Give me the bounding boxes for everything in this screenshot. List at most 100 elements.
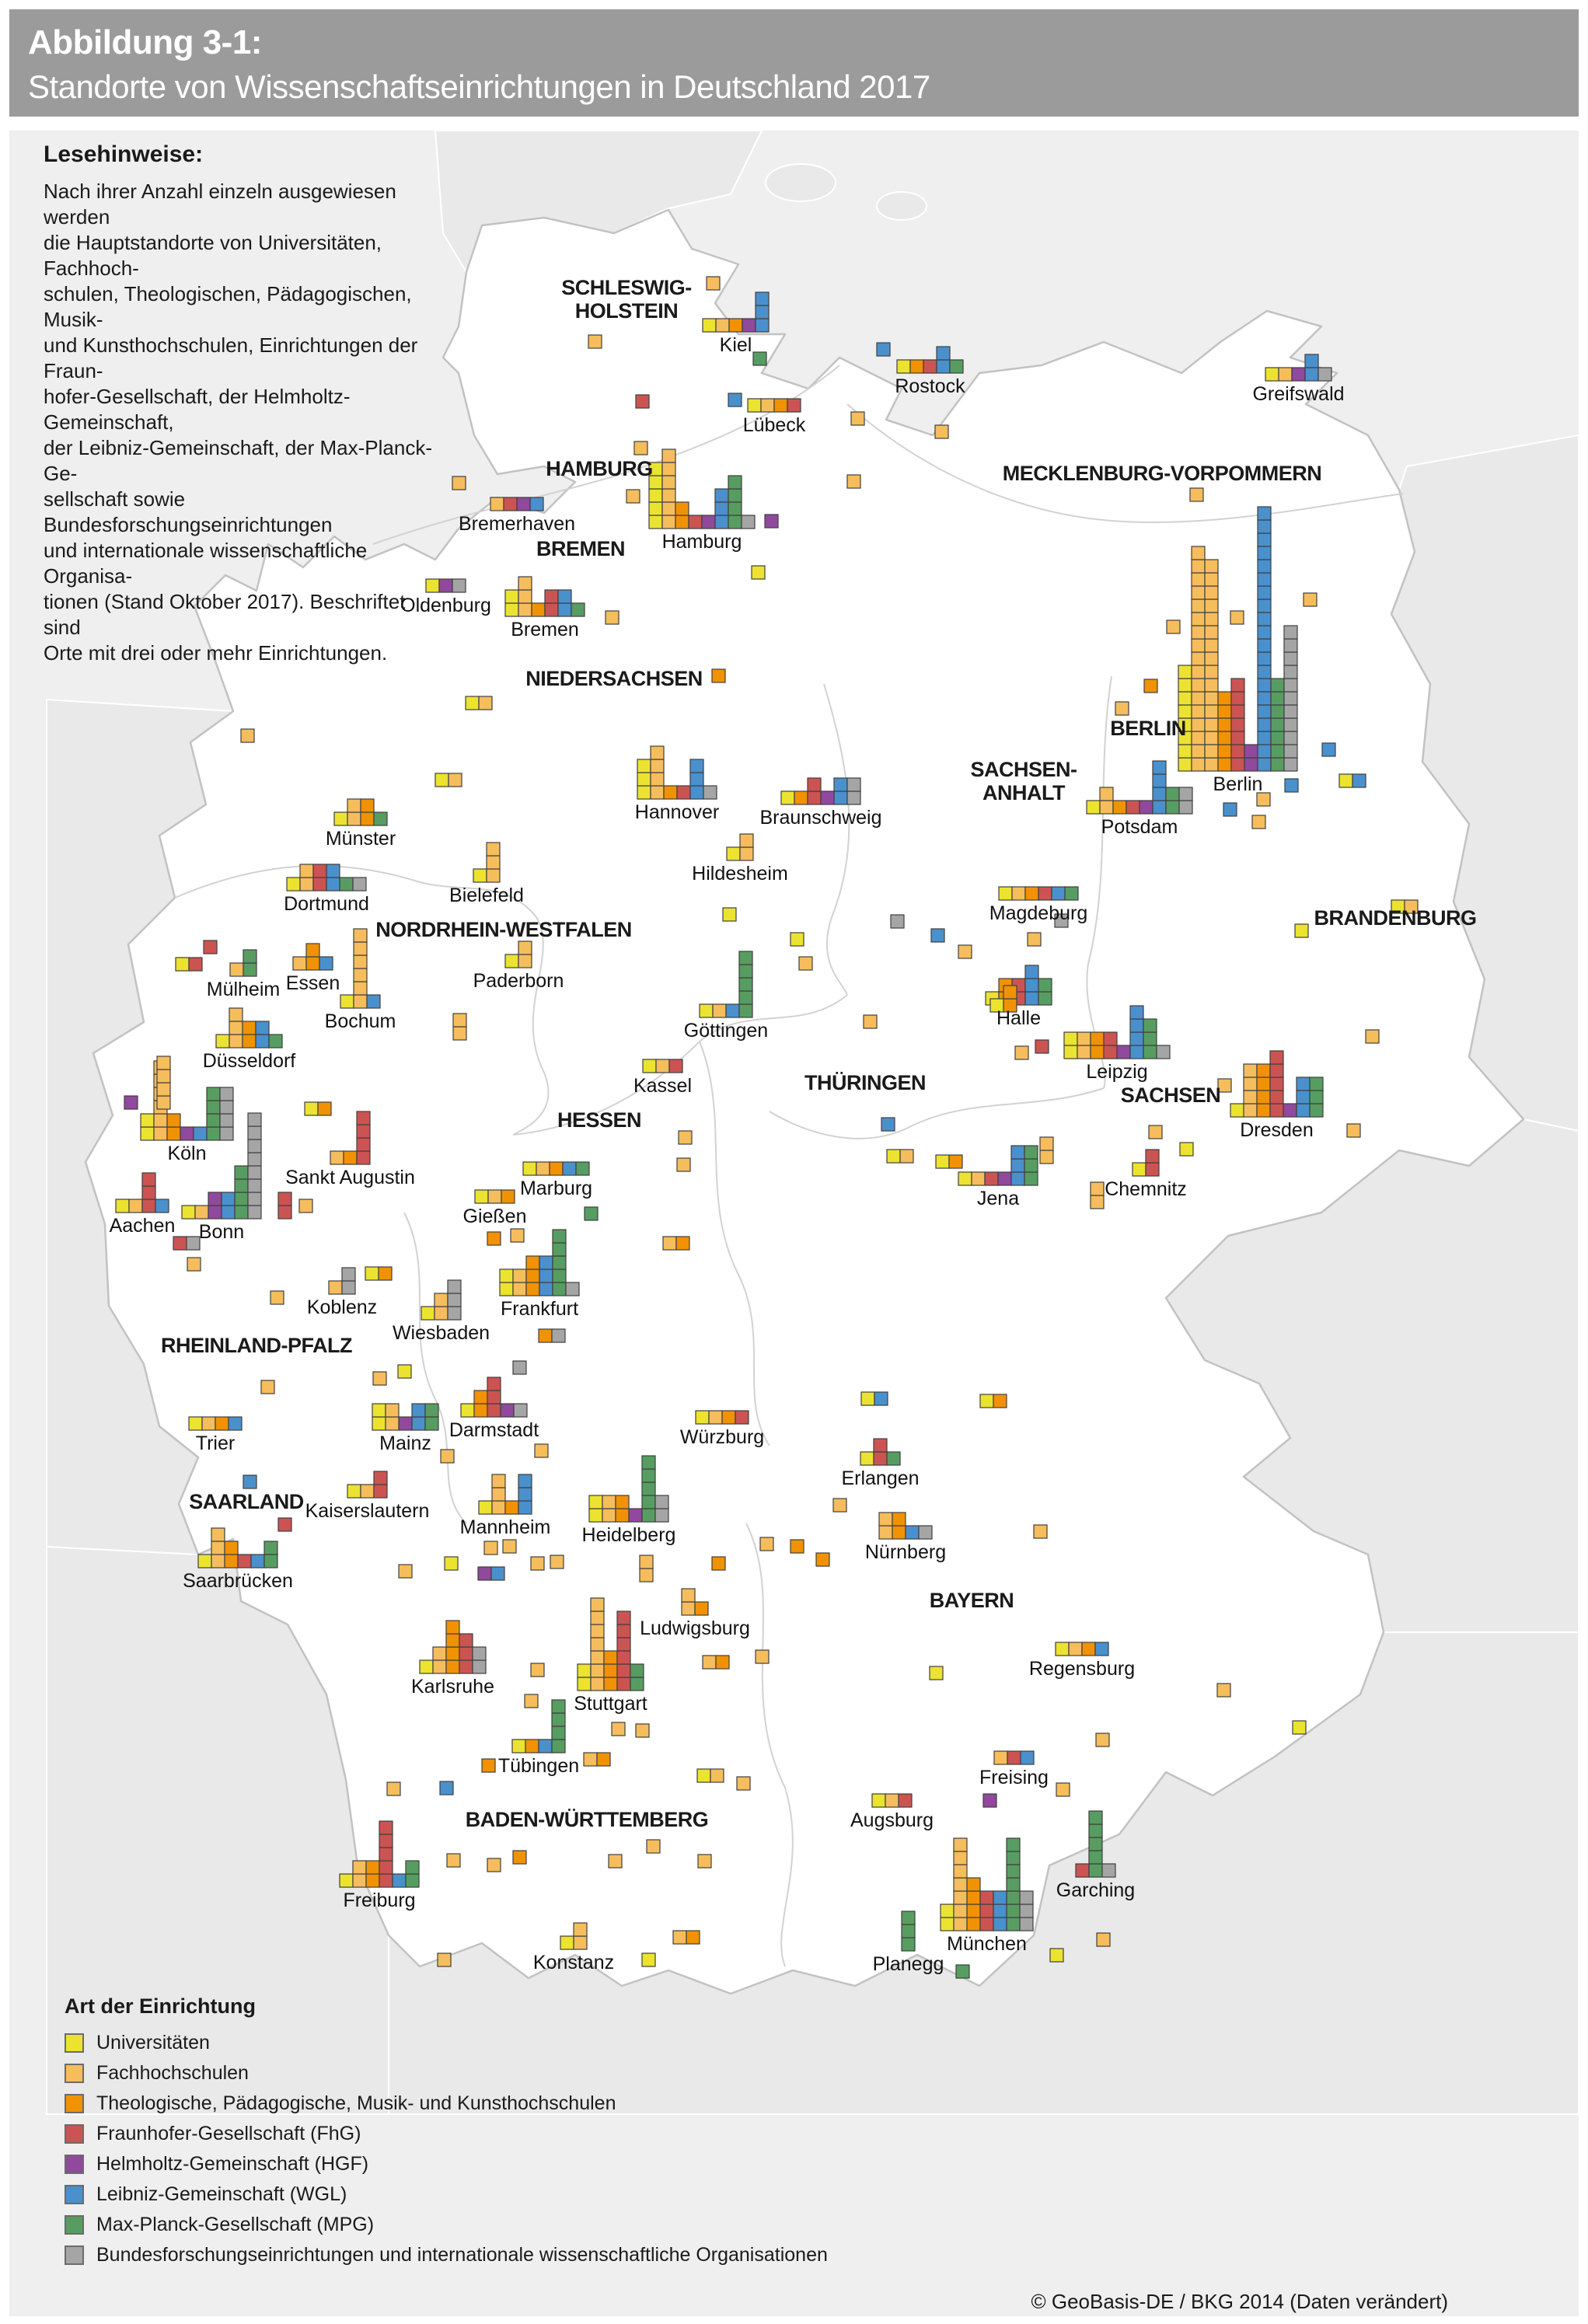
institution-square <box>1038 886 1052 901</box>
institution-square <box>929 1666 944 1680</box>
institution-square <box>878 1512 893 1527</box>
institution-square <box>696 1768 711 1783</box>
city-stack-trier <box>188 1416 243 1431</box>
institution-square <box>392 1873 407 1888</box>
institution-square <box>1152 800 1167 815</box>
institution-square <box>1038 978 1052 993</box>
institution-square <box>405 1860 420 1875</box>
institution-square <box>1257 744 1272 759</box>
scatter-location <box>1346 1123 1361 1138</box>
institution-square <box>675 501 689 516</box>
institution-square <box>1178 691 1192 706</box>
institution-square <box>1024 965 1039 979</box>
institution-square <box>356 1124 371 1139</box>
institution-square <box>1191 678 1206 693</box>
scatter-location <box>979 1394 994 1408</box>
institution-square <box>490 1566 505 1581</box>
city-label: Bielefeld <box>449 885 524 906</box>
institution-square <box>1296 1090 1311 1104</box>
institution-square <box>702 1655 717 1670</box>
institution-square <box>229 1034 243 1049</box>
institution-square <box>1191 731 1206 745</box>
state-label: SACHSEN <box>1121 1083 1221 1107</box>
institution-square <box>1129 1031 1144 1046</box>
scatter-location <box>672 1930 687 1945</box>
institution-square <box>728 475 742 490</box>
institution-square <box>486 855 501 870</box>
institution-square <box>1006 1837 1021 1852</box>
city-stack-gießen <box>474 1189 515 1204</box>
scatter-location <box>1256 792 1271 807</box>
institution-square <box>1143 1045 1157 1059</box>
scatter-location <box>662 1236 677 1251</box>
institution-square <box>787 398 801 413</box>
institution-square <box>472 1659 487 1674</box>
city-label: Wiesbaden <box>393 1322 490 1344</box>
institution-square <box>333 811 348 826</box>
institution-square <box>832 1498 847 1513</box>
institution-square <box>583 1752 598 1767</box>
city-label: Marburg <box>520 1178 592 1199</box>
city-stack-würzburg <box>695 1410 749 1425</box>
institution-square <box>525 1282 540 1296</box>
institution-square <box>898 1793 913 1808</box>
scatter-location <box>477 1566 492 1581</box>
city-label: Paderborn <box>473 970 564 992</box>
city-label: Heidelberg <box>582 1524 676 1546</box>
institution-square <box>590 1650 605 1665</box>
institution-square <box>487 1390 501 1405</box>
institution-square <box>1270 704 1285 719</box>
institution-square <box>208 1205 222 1220</box>
institution-square <box>234 1205 249 1220</box>
institution-square <box>255 1021 270 1035</box>
institution-square <box>1132 1162 1147 1177</box>
institution-square <box>536 1161 550 1176</box>
institution-square <box>211 1554 225 1569</box>
institution-square <box>735 1410 749 1425</box>
institution-square <box>1269 1090 1284 1104</box>
institution-square <box>237 1554 252 1569</box>
scatter-location <box>365 1266 379 1281</box>
institution-square <box>1309 1090 1324 1104</box>
institution-square <box>447 1279 462 1294</box>
city-label: Berlin <box>1213 773 1263 795</box>
institution-square <box>1296 1103 1311 1118</box>
scatter-location <box>1321 742 1336 757</box>
institution-square <box>491 1474 506 1488</box>
institution-square <box>901 1910 916 1925</box>
institution-square <box>1270 731 1285 745</box>
scatter-location <box>641 1952 656 1967</box>
institution-square <box>298 1199 313 1213</box>
institution-square <box>953 1837 968 1852</box>
institution-square <box>1191 691 1206 706</box>
institution-square <box>1257 678 1272 693</box>
institution-square <box>1257 651 1272 666</box>
institution-square <box>201 1416 216 1431</box>
institution-square <box>892 1525 906 1540</box>
institution-square <box>1283 665 1298 679</box>
institution-square <box>188 957 203 972</box>
institution-square <box>219 1087 234 1101</box>
scatter-location <box>530 1556 545 1571</box>
institution-square <box>1257 704 1272 719</box>
scatter-location <box>512 1360 527 1375</box>
institution-square <box>661 462 676 476</box>
institution-square <box>1095 1733 1110 1747</box>
institution-square <box>689 772 704 787</box>
city-stack-bonn <box>181 1112 262 1220</box>
legend-item: Theologische, Pädagogische, Musik- und K… <box>65 2088 828 2119</box>
institution-square <box>930 928 945 943</box>
institution-square <box>1270 691 1285 706</box>
scatter-location <box>550 1555 564 1569</box>
institution-square <box>1217 704 1232 719</box>
institution-square <box>490 497 504 511</box>
institution-square <box>340 994 354 1009</box>
state-label: HESSEN <box>557 1108 641 1132</box>
institution-square <box>650 759 665 773</box>
institution-square <box>688 515 703 529</box>
city-stack-bochum <box>340 928 381 1009</box>
institution-square <box>1006 1864 1021 1879</box>
institution-square <box>1230 744 1245 759</box>
city-stack-münster <box>333 798 388 826</box>
state-label: SACHSEN- <box>970 758 1077 781</box>
